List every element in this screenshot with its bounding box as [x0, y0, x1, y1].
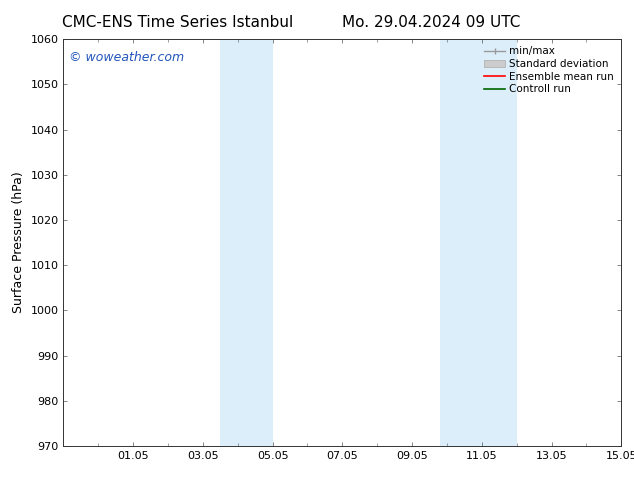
Bar — [221, 39, 273, 446]
Legend: min/max, Standard deviation, Ensemble mean run, Controll run: min/max, Standard deviation, Ensemble me… — [482, 45, 616, 97]
Bar — [440, 39, 517, 446]
Text: Mo. 29.04.2024 09 UTC: Mo. 29.04.2024 09 UTC — [342, 15, 521, 30]
Text: © woweather.com: © woweather.com — [69, 51, 184, 64]
Y-axis label: Surface Pressure (hPa): Surface Pressure (hPa) — [12, 172, 25, 314]
Text: CMC-ENS Time Series Istanbul: CMC-ENS Time Series Istanbul — [62, 15, 293, 30]
